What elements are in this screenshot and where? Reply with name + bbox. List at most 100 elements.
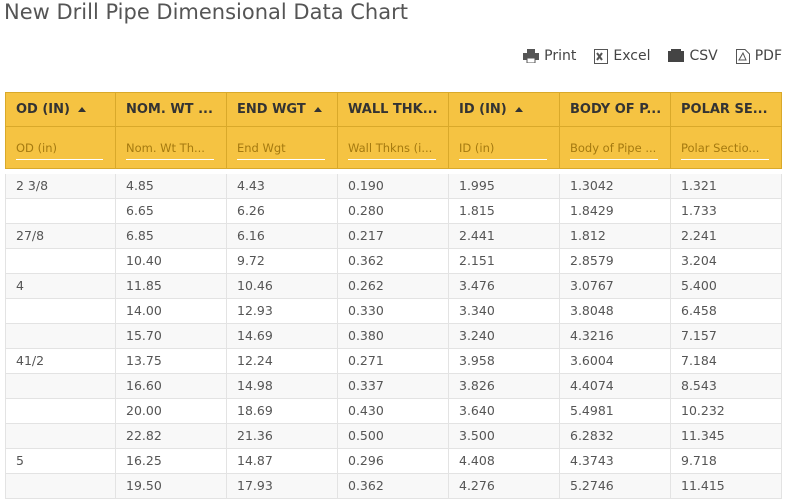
table-cell: 4 xyxy=(5,274,116,299)
column-header[interactable]: OD (IN) xyxy=(5,92,116,127)
page-title: New Drill Pipe Dimensional Data Chart xyxy=(4,0,408,24)
table-cell: 0.296 xyxy=(338,449,449,474)
table-cell: 2.151 xyxy=(449,249,560,274)
table-cell xyxy=(5,374,116,399)
table-cell xyxy=(5,474,116,499)
table-cell: 14.69 xyxy=(227,324,338,349)
filter-input[interactable]: Body of Pipe ... xyxy=(570,137,658,160)
table-cell: 2.441 xyxy=(449,224,560,249)
data-grid: OD (IN) NOM. WT ... END WGT WALL THK... ID (… xyxy=(5,92,782,499)
table-cell: 6.85 xyxy=(116,224,227,249)
table-cell: 1.321 xyxy=(671,174,782,199)
column-header-label: POLAR SE... xyxy=(681,102,768,117)
filter-input[interactable]: Nom. Wt Th... xyxy=(126,137,214,160)
pdf-label: PDF xyxy=(754,48,782,64)
filter-input[interactable]: ID (in) xyxy=(459,137,547,160)
table-cell: 4.276 xyxy=(449,474,560,499)
table-cell: 0.380 xyxy=(338,324,449,349)
table-cell: 4.3743 xyxy=(560,449,671,474)
column-header[interactable]: END WGT xyxy=(227,92,338,127)
table-cell: 1.733 xyxy=(671,199,782,224)
column-header[interactable]: POLAR SE... xyxy=(671,92,782,127)
table-cell: 7.157 xyxy=(671,324,782,349)
table-cell: 2 3/8 xyxy=(5,174,116,199)
column-header[interactable]: ID (IN) xyxy=(449,92,560,127)
table-cell: 12.93 xyxy=(227,299,338,324)
table-row: 6.65 6.26 0.280 1.815 1.8429 1.733 xyxy=(5,199,782,224)
column-header-label: END WGT xyxy=(237,102,306,117)
table-cell: 8.543 xyxy=(671,374,782,399)
sort-arrow xyxy=(77,107,86,112)
column-header-label: ID (IN) xyxy=(459,102,507,117)
table-row: 16.60 14.98 0.337 3.826 4.4074 8.543 xyxy=(5,374,782,399)
excel-label: Excel xyxy=(613,48,651,64)
column-header[interactable]: NOM. WT ... xyxy=(116,92,227,127)
table-cell: 9.72 xyxy=(227,249,338,274)
table-cell: 1.995 xyxy=(449,174,560,199)
filter-cell: OD (in) xyxy=(5,127,116,169)
table-cell: 4.3216 xyxy=(560,324,671,349)
filter-input[interactable]: OD (in) xyxy=(16,137,103,160)
table-row: 41/2 13.75 12.24 0.271 3.958 3.6004 7.184 xyxy=(5,349,782,374)
table-cell: 10.40 xyxy=(116,249,227,274)
table-cell: 3.340 xyxy=(449,299,560,324)
filter-input[interactable]: End Wgt xyxy=(237,137,325,160)
table-row: 15.70 14.69 0.380 3.240 4.3216 7.157 xyxy=(5,324,782,349)
table-cell: 6.16 xyxy=(227,224,338,249)
csv-button[interactable]: CSV xyxy=(668,48,718,64)
table-cell: 5.4981 xyxy=(560,399,671,424)
table-cell: 5.2746 xyxy=(560,474,671,499)
table-cell: 0.362 xyxy=(338,474,449,499)
table-cell: 21.36 xyxy=(227,424,338,449)
table-cell: 6.458 xyxy=(671,299,782,324)
table-cell: 20.00 xyxy=(116,399,227,424)
table-cell: 0.271 xyxy=(338,349,449,374)
table-cell: 6.65 xyxy=(116,199,227,224)
table-cell: 3.826 xyxy=(449,374,560,399)
table-cell: 11.85 xyxy=(116,274,227,299)
table-cell: 13.75 xyxy=(116,349,227,374)
table-cell: 1.815 xyxy=(449,199,560,224)
table-cell xyxy=(5,299,116,324)
print-icon xyxy=(523,49,540,63)
table-cell: 10.232 xyxy=(671,399,782,424)
table-cell: 0.280 xyxy=(338,199,449,224)
table-row: 2 3/8 4.85 4.43 0.190 1.995 1.3042 1.321 xyxy=(5,174,782,199)
table-cell: 4.85 xyxy=(116,174,227,199)
table-cell xyxy=(5,249,116,274)
table-cell: 16.25 xyxy=(116,449,227,474)
excel-button[interactable]: Excel xyxy=(594,48,650,64)
filter-cell: ID (in) xyxy=(449,127,560,169)
column-header[interactable]: BODY OF P... xyxy=(560,92,671,127)
table-cell: 0.262 xyxy=(338,274,449,299)
table-cell: 0.330 xyxy=(338,299,449,324)
print-label: Print xyxy=(544,48,577,64)
table-cell: 15.70 xyxy=(116,324,227,349)
header-row: OD (IN) NOM. WT ... END WGT WALL THK... ID (… xyxy=(5,92,782,127)
table-cell xyxy=(5,199,116,224)
table-cell: 19.50 xyxy=(116,474,227,499)
column-header[interactable]: WALL THK... xyxy=(338,92,449,127)
table-cell: 5 xyxy=(5,449,116,474)
table-cell: 1.3042 xyxy=(560,174,671,199)
table-cell: 17.93 xyxy=(227,474,338,499)
excel-icon xyxy=(594,48,609,64)
table-row: 22.82 21.36 0.500 3.500 6.2832 11.345 xyxy=(5,424,782,449)
filter-input[interactable]: Wall Thkns (i... xyxy=(348,137,436,160)
table-cell: 0.217 xyxy=(338,224,449,249)
filter-input[interactable]: Polar Sectio... xyxy=(681,137,769,160)
pdf-button[interactable]: PDF xyxy=(735,48,782,64)
table-row: 4 11.85 10.46 0.262 3.476 3.0767 5.400 xyxy=(5,274,782,299)
filter-cell: Wall Thkns (i... xyxy=(338,127,449,169)
table-cell: 16.60 xyxy=(116,374,227,399)
table-row: 14.00 12.93 0.330 3.340 3.8048 6.458 xyxy=(5,299,782,324)
table-cell: 3.8048 xyxy=(560,299,671,324)
table-cell xyxy=(5,399,116,424)
table-cell: 14.87 xyxy=(227,449,338,474)
table-cell: 3.6004 xyxy=(560,349,671,374)
column-header-label: WALL THK... xyxy=(348,102,438,117)
print-button[interactable]: Print xyxy=(523,48,576,64)
csv-icon xyxy=(668,49,685,62)
table-cell: 4.43 xyxy=(227,174,338,199)
filter-row: OD (in) Nom. Wt Th... End Wgt Wall Thkns (i… xyxy=(5,127,782,169)
